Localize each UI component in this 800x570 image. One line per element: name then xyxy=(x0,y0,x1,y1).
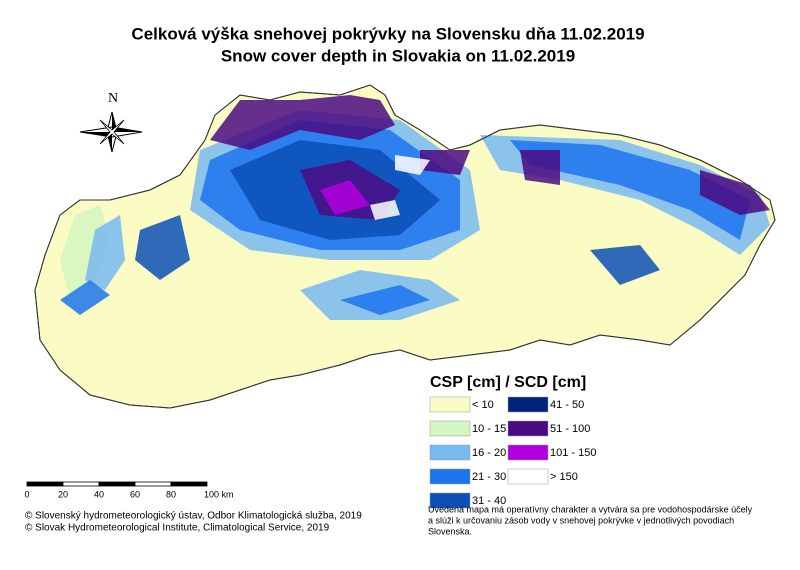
legend-label: 51 - 100 xyxy=(550,423,590,435)
snow-zone xyxy=(370,200,400,220)
legend-label: 31 - 40 xyxy=(472,495,506,507)
legend-swatch xyxy=(429,396,471,413)
scale-label: 40 xyxy=(94,489,104,499)
legend-swatch xyxy=(429,492,471,509)
scale-bar: 0 20 40 60 80 100 km xyxy=(24,481,234,499)
scale-segment xyxy=(170,481,208,487)
snow-zone xyxy=(520,150,560,185)
legend-swatch xyxy=(507,444,549,461)
map xyxy=(34,84,776,409)
north-arrow xyxy=(79,111,143,153)
title-sk: Celková výška snehovej pokrývky na Slove… xyxy=(131,24,644,43)
snow-zone xyxy=(700,170,770,215)
legend-swatch xyxy=(429,420,471,437)
scale-label: 60 xyxy=(130,489,140,499)
scale-label: 100 km xyxy=(204,489,234,499)
legend-label: < 10 xyxy=(472,399,494,411)
scale-segment xyxy=(98,481,136,487)
legend-label: 41 - 50 xyxy=(550,399,584,411)
legend: < 10 10 - 15 16 - 20 21 - 30 31 - 40 41 - 50 5… xyxy=(429,396,596,509)
scale-segment xyxy=(26,481,64,487)
legend-label: 16 - 20 xyxy=(472,447,506,459)
snow-zone xyxy=(320,180,370,215)
legend-swatch xyxy=(507,420,549,437)
legend-title: CSP [cm] / SCD [cm] xyxy=(430,374,586,391)
north-label: N xyxy=(108,91,118,106)
note-line: Uvedená mapa má operatívny charakter a v… xyxy=(428,504,753,514)
note-line: Slovenska. xyxy=(428,526,472,536)
legend-swatch xyxy=(507,468,549,485)
scale-label: 20 xyxy=(58,489,68,499)
note-line: a slúži k určovaniu zásob vody v snehove… xyxy=(428,515,734,525)
legend-swatch xyxy=(429,468,471,485)
legend-label: 101 - 150 xyxy=(550,447,596,459)
title-en: Snow cover depth in Slovakia on 11.02.20… xyxy=(221,46,575,65)
legend-swatch xyxy=(429,444,471,461)
snow-zone xyxy=(590,245,660,285)
scale-label: 0 xyxy=(24,489,29,499)
snow-zone xyxy=(85,215,125,290)
copyright-en: © Slovak Hydrometeorological Institute, … xyxy=(25,523,330,534)
scale-segment xyxy=(134,481,172,487)
territory-border xyxy=(34,84,776,409)
snow-zone xyxy=(510,140,750,240)
snow-zone xyxy=(60,280,110,315)
snow-zone xyxy=(135,215,190,280)
legend-swatch xyxy=(507,396,549,413)
legend-label: 10 - 15 xyxy=(472,423,506,435)
snow-zone xyxy=(340,285,430,315)
scale-segment xyxy=(62,481,100,487)
snow-zone xyxy=(210,95,395,150)
copyright-sk: © Slovenský hydrometeorologický ústav, O… xyxy=(25,511,362,522)
snow-zone xyxy=(395,155,430,175)
legend-label: 21 - 30 xyxy=(472,471,506,483)
scale-label: 80 xyxy=(166,489,176,499)
legend-label: > 150 xyxy=(550,471,578,483)
snow-zone xyxy=(420,150,470,175)
